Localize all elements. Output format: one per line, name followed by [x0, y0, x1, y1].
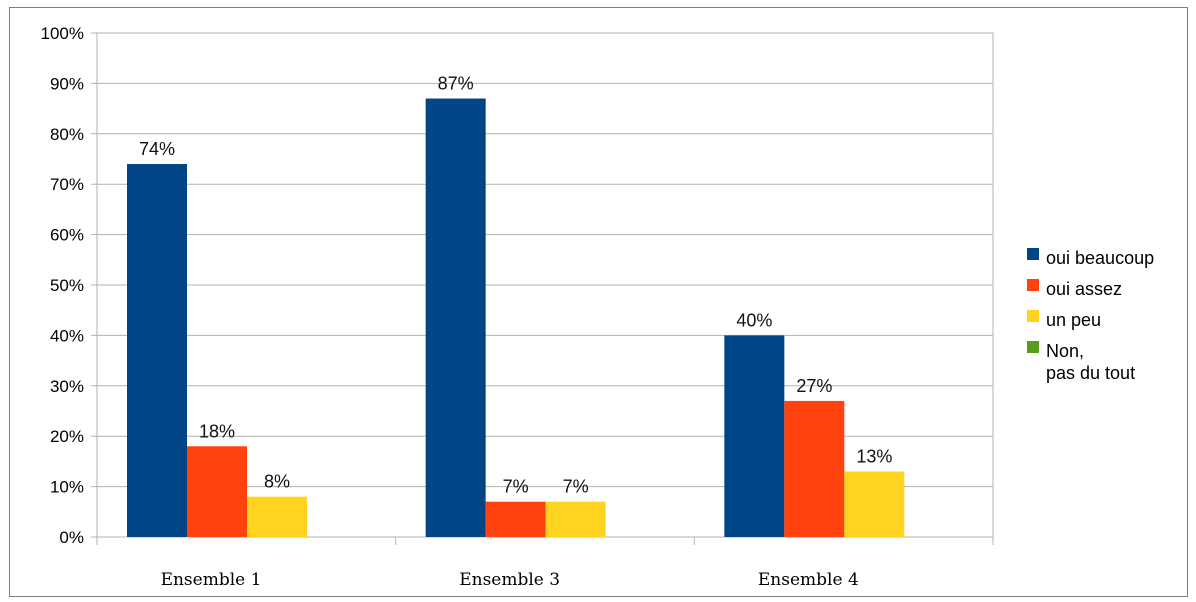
y-tick-label: 80%	[50, 125, 84, 144]
bar-oui-beaucoup	[425, 98, 486, 538]
legend-label: pas du tout	[1046, 363, 1135, 383]
legend-swatch	[1027, 310, 1039, 322]
legend-label: Non,	[1046, 341, 1084, 361]
legend-swatch	[1027, 248, 1039, 260]
data-label: 87%	[438, 74, 474, 94]
y-tick-label: 90%	[50, 74, 84, 93]
data-labels: 74% 18% 8% 87% 7% 7% 40% 27% 13%	[139, 74, 892, 497]
y-tick-label: 70%	[50, 175, 84, 194]
y-tick-label: 20%	[50, 427, 84, 446]
data-label: 74%	[139, 139, 175, 159]
legend-label: oui beaucoup	[1046, 248, 1154, 268]
y-tick-label: 10%	[50, 478, 84, 497]
data-label: 40%	[736, 310, 772, 330]
y-tick-label: 30%	[50, 377, 84, 396]
legend-label: oui assez	[1046, 279, 1122, 299]
data-label: 18%	[199, 421, 235, 441]
y-tick-label: 40%	[50, 326, 84, 345]
bar-oui-assez	[485, 501, 546, 537]
legend-label: un peu	[1046, 310, 1101, 330]
x-category-label: Ensemble 1	[161, 570, 262, 590]
axes: 0% 10% 20% 30% 40% 50% 60% 70% 80% 90% 100% Ensembl…	[41, 24, 994, 590]
bar-un-peu	[844, 471, 905, 537]
bar-un-peu	[247, 496, 307, 537]
data-label: 13%	[856, 446, 892, 466]
legend-swatch	[1027, 341, 1039, 353]
data-label: 7%	[563, 477, 589, 497]
bar-oui-beaucoup	[127, 164, 187, 538]
data-label: 8%	[264, 472, 290, 492]
bar-un-peu	[545, 501, 606, 537]
y-tick-label: 0%	[59, 528, 84, 547]
data-label: 7%	[503, 477, 529, 497]
legend-swatch	[1027, 279, 1039, 291]
data-label: 27%	[796, 376, 832, 396]
bar-oui-assez	[187, 446, 247, 537]
bar-oui-assez	[784, 400, 845, 537]
bars	[127, 98, 905, 538]
y-tick-label: 100%	[41, 24, 84, 43]
y-tick-label: 50%	[50, 276, 84, 295]
legend: oui beaucoup oui assez un peu Non,pas du to…	[1027, 248, 1154, 383]
x-category-label: Ensemble 3	[459, 570, 560, 590]
y-tick-label: 60%	[50, 226, 84, 245]
x-category-label: Ensemble 4	[758, 570, 859, 590]
bar-oui-beaucoup	[724, 335, 785, 537]
